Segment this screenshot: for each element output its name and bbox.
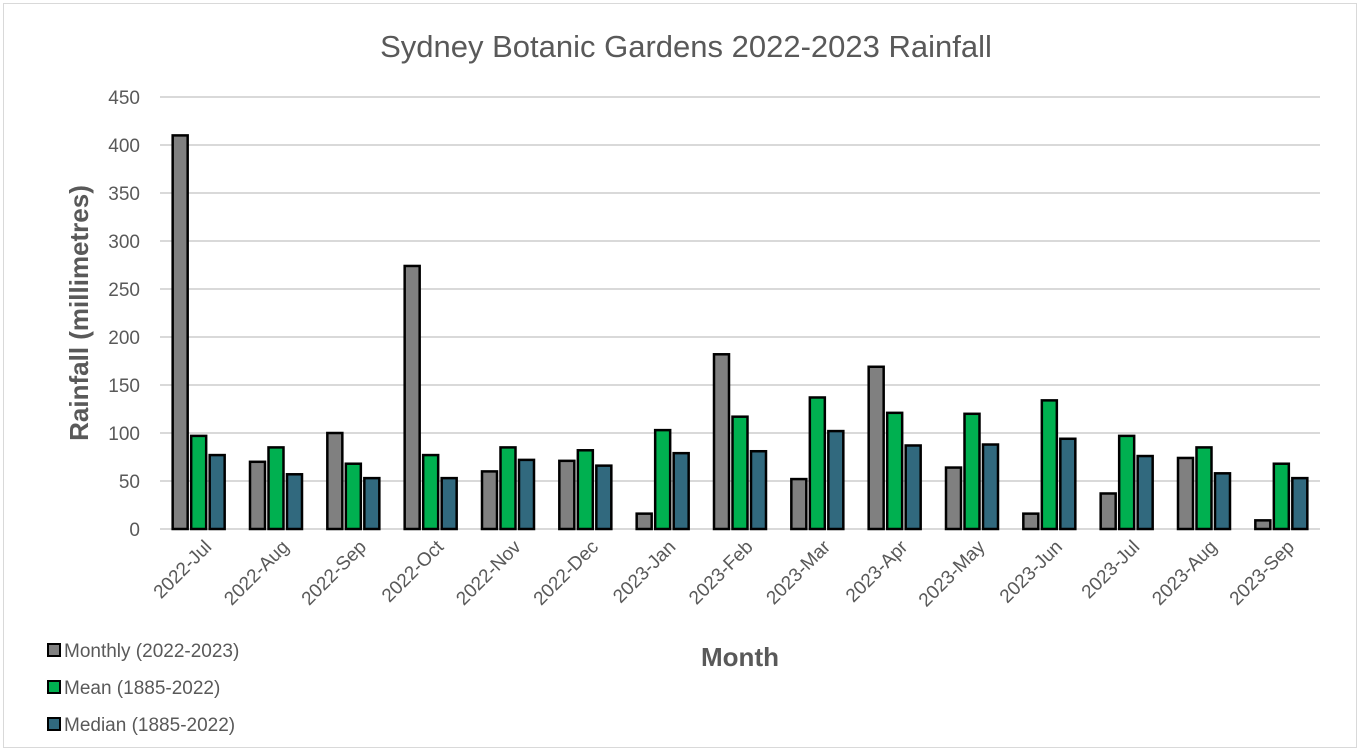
bar xyxy=(344,462,363,531)
bar xyxy=(1099,492,1117,531)
bar xyxy=(653,428,672,531)
bar xyxy=(595,464,613,531)
bar xyxy=(981,443,1000,531)
x-tick-label: 2022-Nov xyxy=(452,536,525,609)
bar xyxy=(1213,472,1232,531)
bar xyxy=(635,512,653,531)
y-tick-label: 350 xyxy=(108,184,140,205)
bar xyxy=(189,434,208,531)
bar xyxy=(808,396,827,531)
x-tick-label: 2023-Jun xyxy=(996,537,1067,608)
x-axis-ticks: 2022-Jul 2022-Aug 2022-Sep 2022-Oct 2022-Nov… xyxy=(150,536,1299,611)
x-tick-label: 2022-Dec xyxy=(530,537,603,610)
y-tick-label: 450 xyxy=(108,88,140,109)
legend-swatch xyxy=(47,643,61,657)
bar xyxy=(517,458,536,531)
bar xyxy=(1040,399,1059,531)
x-tick-label: 2023-Jan xyxy=(609,537,680,608)
legend-swatch xyxy=(47,680,61,694)
bar xyxy=(363,476,381,531)
x-tick-label: 2022-Jul xyxy=(150,537,216,603)
bar xyxy=(558,459,576,531)
y-tick-label: 200 xyxy=(108,328,140,349)
x-tick-label: 2022-Sep xyxy=(298,537,371,610)
bar xyxy=(731,415,749,531)
y-tick-label: 400 xyxy=(108,136,140,157)
bar xyxy=(267,446,285,531)
bar xyxy=(944,466,963,531)
bar xyxy=(672,451,690,531)
chart-title: Sydney Botanic Gardens 2022-2023 Rainfal… xyxy=(380,29,992,64)
y-tick-label: 50 xyxy=(119,472,140,493)
bar xyxy=(790,477,808,531)
bar xyxy=(1254,519,1272,531)
x-tick-label: 2023-Mar xyxy=(763,536,836,609)
y-tick-label: 150 xyxy=(108,376,140,397)
x-tick-label: 2022-Aug xyxy=(220,537,293,610)
legend: Monthly (2022-2023) Mean (1885-2022) Media… xyxy=(47,641,239,736)
bar xyxy=(885,411,904,531)
x-tick-label: 2023-Apr xyxy=(842,536,913,607)
y-axis-title: Rainfall (millimetres) xyxy=(64,185,94,441)
bar xyxy=(440,476,458,531)
bar xyxy=(712,353,731,531)
y-axis-ticks: 0 50 100 150 200 250 300 350 400 450 xyxy=(108,88,140,541)
legend-label: Median (1885-2022) xyxy=(64,715,235,736)
bar xyxy=(403,264,421,531)
bar xyxy=(326,431,344,531)
y-tick-label: 0 xyxy=(129,520,140,541)
x-tick-label: 2022-Oct xyxy=(378,536,449,607)
bar xyxy=(1059,437,1077,531)
bar xyxy=(285,473,304,531)
legend-label: Monthly (2022-2023) xyxy=(64,641,239,662)
y-tick-label: 250 xyxy=(108,280,140,301)
bar xyxy=(1195,446,1213,531)
legend-label: Mean (1885-2022) xyxy=(64,678,220,699)
bar xyxy=(576,449,595,531)
bar xyxy=(171,134,189,531)
bar xyxy=(1291,476,1309,531)
bar xyxy=(421,453,440,531)
bar xyxy=(827,429,845,531)
bar xyxy=(1022,512,1040,531)
bar xyxy=(480,470,499,531)
bar xyxy=(904,444,922,531)
x-tick-label: 2023-Feb xyxy=(685,537,757,609)
bar xyxy=(499,446,517,531)
y-tick-label: 100 xyxy=(108,424,140,445)
bars xyxy=(171,134,1309,531)
x-tick-label: 2023-Aug xyxy=(1148,537,1221,610)
bar xyxy=(248,460,267,531)
bar xyxy=(963,412,981,531)
bar xyxy=(867,365,885,531)
x-tick-label: 2023-Sep xyxy=(1226,537,1299,610)
bar xyxy=(1117,434,1136,531)
y-tick-label: 300 xyxy=(108,232,140,253)
bar xyxy=(1136,454,1154,531)
chart-frame xyxy=(3,3,1357,748)
x-axis-title: Month xyxy=(701,642,779,672)
bar xyxy=(1176,456,1195,531)
bar xyxy=(208,453,226,531)
x-tick-label: 2023-Jul xyxy=(1078,537,1144,603)
legend-swatch xyxy=(47,717,61,731)
bar xyxy=(1272,462,1291,531)
bar xyxy=(749,449,768,531)
x-tick-label: 2023-May xyxy=(915,536,990,611)
